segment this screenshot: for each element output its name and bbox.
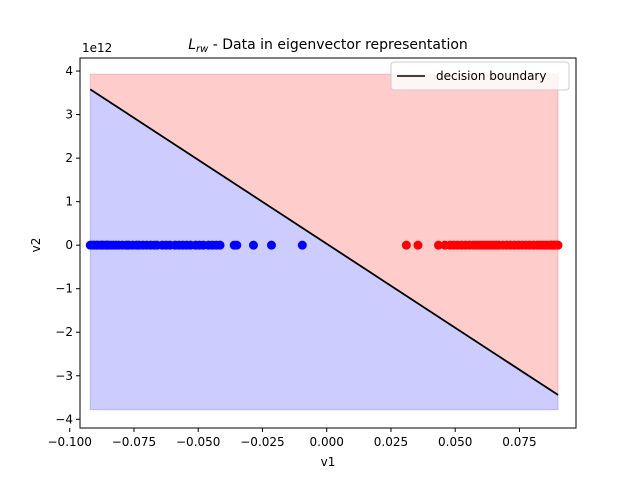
decision-boundary-line xyxy=(89,88,559,396)
legend: decision boundary xyxy=(390,61,570,91)
x-axis-label: v1 xyxy=(321,455,336,469)
point-red xyxy=(401,240,411,250)
x-tick-label: 0.050 xyxy=(438,435,472,449)
x-axis-ticks: −0.100 −0.075 −0.050 −0.025 0.000 0.025 0.050 0… xyxy=(48,428,537,449)
point-blue xyxy=(297,240,307,250)
x-tick-label: 0.025 xyxy=(374,435,408,449)
y-tick-label: 4 xyxy=(65,64,73,78)
y-tick-label: −4 xyxy=(55,412,73,426)
point-blue xyxy=(248,240,258,250)
data-points xyxy=(85,240,563,250)
x-tick-label: −0.075 xyxy=(112,435,156,449)
y-tick-label: 1 xyxy=(65,195,73,209)
axes-frame xyxy=(79,57,577,429)
y-offset-label: 1e12 xyxy=(82,41,112,55)
y-tick-label: −3 xyxy=(55,369,73,383)
x-tick-label: −0.025 xyxy=(240,435,284,449)
x-tick-label: −0.050 xyxy=(176,435,220,449)
point-blue xyxy=(215,240,225,250)
x-tick-label: 0.075 xyxy=(502,435,536,449)
point-red xyxy=(553,240,563,250)
y-axis-label: v2 xyxy=(29,238,43,253)
decision-boundary xyxy=(89,88,559,396)
point-blue xyxy=(232,240,242,250)
y-tick-label: 2 xyxy=(65,151,73,165)
legend-box xyxy=(390,61,570,91)
y-tick-label: 3 xyxy=(65,108,73,122)
y-axis-ticks: −4 −3 −2 −1 0 1 2 3 4 xyxy=(55,64,80,426)
chart-title: Lrw - Data in eigenvector representation xyxy=(188,37,468,55)
x-tick-label: −0.100 xyxy=(48,435,92,449)
x-tick-label: 0.000 xyxy=(310,435,344,449)
legend-label-decision-boundary: decision boundary xyxy=(436,69,546,83)
point-red xyxy=(413,240,423,250)
y-tick-label: −1 xyxy=(55,282,73,296)
y-tick-label: 0 xyxy=(65,238,73,252)
point-red xyxy=(434,240,444,250)
y-tick-label: −2 xyxy=(55,325,73,339)
point-blue xyxy=(266,240,276,250)
classification-regions xyxy=(89,73,559,411)
